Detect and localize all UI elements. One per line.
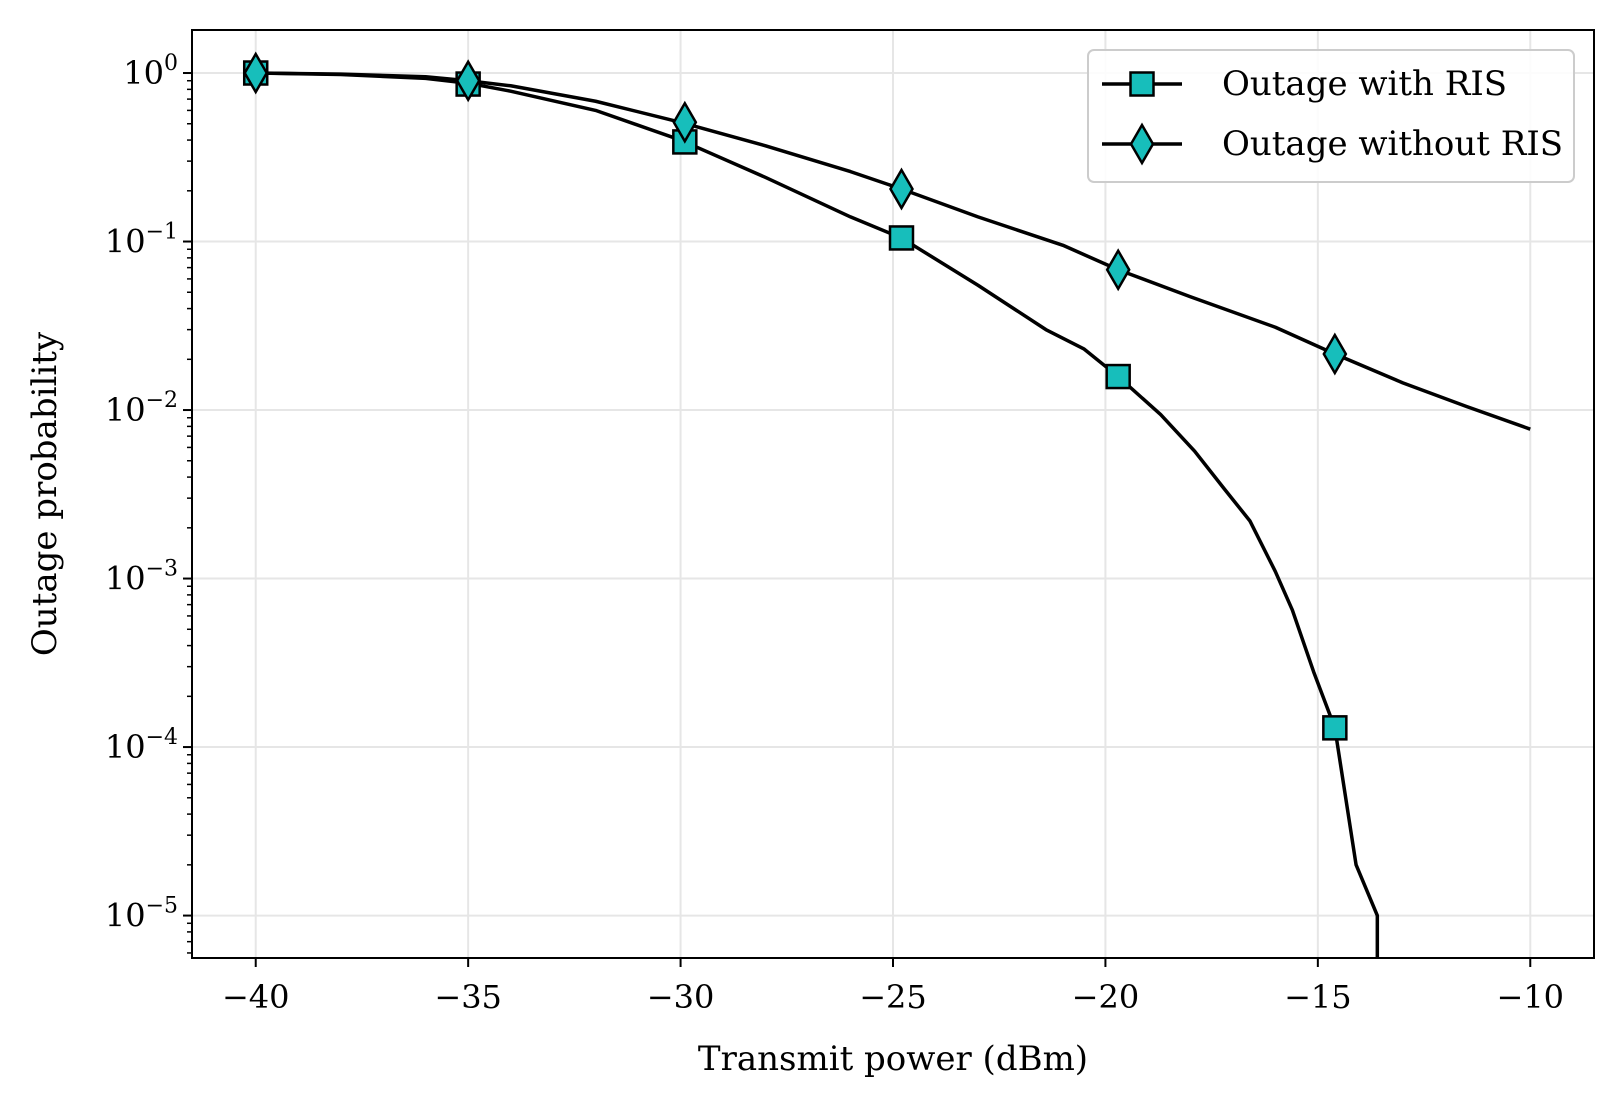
- x-tick-label: −20: [1072, 978, 1140, 1016]
- x-tick-label: −15: [1284, 978, 1352, 1016]
- data-point: [1105, 248, 1131, 292]
- series-without-ris: [243, 51, 1531, 431]
- y-tick-label: 10−3: [105, 557, 178, 598]
- y-axis-label: Outage probability: [25, 331, 65, 656]
- axis-ticks: −40 −35 −30 −25 −20 −15 −10 100 10−1 10−2 10−3 10−4…: [105, 51, 1564, 1016]
- x-tick-label: −30: [647, 978, 715, 1016]
- data-point: [1322, 715, 1348, 741]
- legend: Outage with RIS Outage without RIS: [1087, 49, 1575, 183]
- data-point: [1105, 363, 1131, 390]
- data-point: [243, 51, 269, 95]
- legend-marker: [1129, 122, 1155, 166]
- data-point: [1322, 332, 1348, 376]
- x-tick-label: −40: [222, 978, 290, 1016]
- legend-label: Outage without RIS: [1222, 124, 1563, 164]
- y-tick-label: 100: [123, 51, 178, 92]
- series-with-ris: [242, 60, 1380, 958]
- x-axis-label: Transmit power (dBm): [698, 1039, 1088, 1079]
- legend-marker: [1129, 71, 1155, 97]
- data-point: [888, 225, 915, 251]
- x-tick-label: −35: [434, 978, 502, 1016]
- legend-box: [1087, 49, 1575, 183]
- data-point: [889, 167, 914, 211]
- x-tick-label: −25: [859, 978, 927, 1016]
- y-tick-label: 10−5: [105, 894, 178, 935]
- y-tick-label: 10−1: [105, 220, 178, 261]
- legend-item: Outage with RIS: [1102, 64, 1507, 104]
- y-tick-label: 10−2: [105, 388, 178, 429]
- legend-label: Outage with RIS: [1222, 64, 1507, 104]
- series-line: [255, 71, 1380, 958]
- y-tick-label: 10−4: [105, 725, 178, 766]
- data-point: [455, 59, 481, 103]
- series-layer: [242, 51, 1531, 958]
- legend-item: Outage without RIS: [1102, 122, 1563, 166]
- x-tick-label: −10: [1497, 978, 1565, 1016]
- data-point: [672, 100, 698, 144]
